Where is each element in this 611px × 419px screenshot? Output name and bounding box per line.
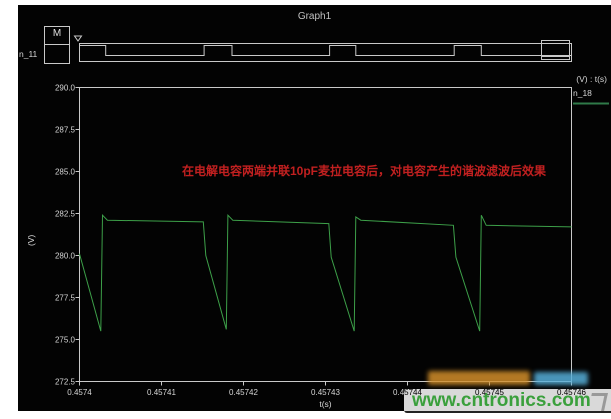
marker-box-label: M [52, 28, 62, 39]
plot-frame [79, 87, 572, 382]
watermark-logo-blue [534, 372, 588, 385]
watermark-url: www.cntronics.com [412, 390, 591, 411]
y-axis-label: (V) [26, 234, 36, 246]
graph-window [18, 5, 611, 411]
legend-trace-name[interactable]: n_18 [573, 88, 592, 98]
x-tick-label: 0.45743 [311, 388, 340, 397]
y-tick-label: 280.0 [54, 251, 75, 260]
legend-axis-format: (V) : t(s) [576, 74, 607, 84]
y-tick-label: 287.5 [54, 125, 75, 134]
y-tick-label: 285.0 [54, 167, 75, 176]
y-tick-label: 275.0 [54, 335, 75, 344]
window-title: Graph1 [297, 11, 332, 22]
x-axis-label: t(s) [319, 399, 332, 409]
voltage-trace-n18[interactable] [79, 213, 572, 332]
digital-lane-frame [79, 43, 572, 62]
y-tick-label: 272.5 [54, 377, 75, 386]
x-tick-label: 0.4574 [67, 388, 92, 397]
annotation-text: 在电解电容两端并联10pF麦拉电容后，对电容产生的谐波滤波后效果 [182, 164, 547, 178]
cursor-triangle-icon[interactable] [73, 35, 83, 42]
digital-trace-n11[interactable] [79, 45, 572, 56]
digital-signal-name: n_11 [19, 49, 38, 59]
axis-tick-marks [75, 87, 572, 386]
watermark-logo-orange [428, 371, 530, 385]
y-tick-label: 277.5 [54, 293, 75, 302]
x-tick-label: 0.45741 [147, 388, 176, 397]
y-tick-label: 290.0 [54, 83, 75, 92]
x-tick-label: 0.45742 [229, 388, 258, 397]
lane-end-box [541, 40, 570, 60]
watermark-band [404, 389, 611, 413]
y-tick-label: 282.5 [54, 209, 75, 218]
marker-box[interactable] [44, 26, 70, 64]
